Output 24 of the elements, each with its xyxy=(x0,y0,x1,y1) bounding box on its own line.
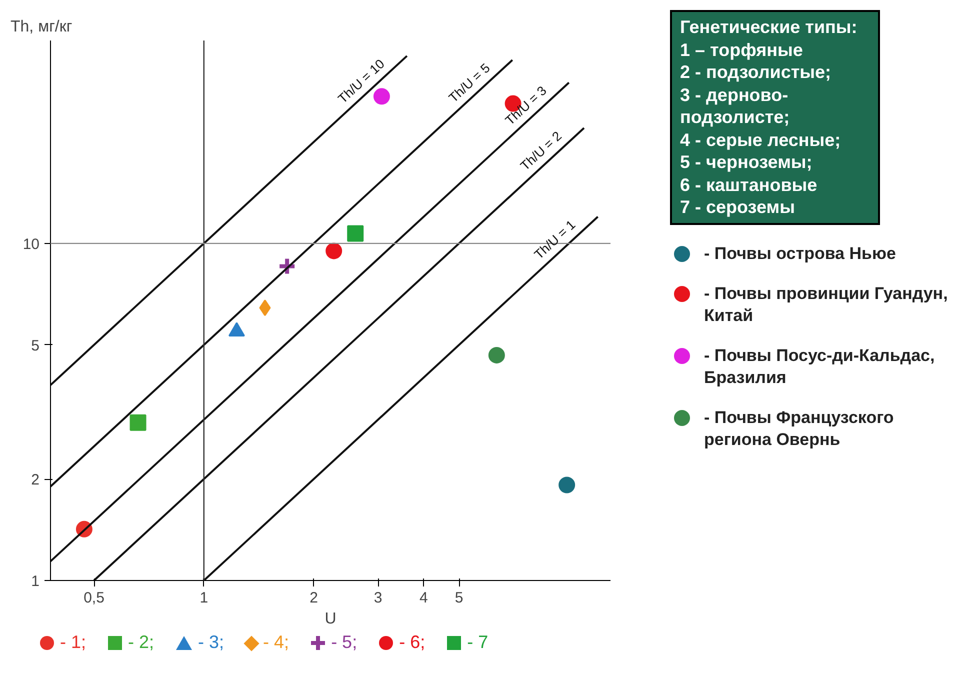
y-tick-label: 2 xyxy=(31,472,40,489)
x-tick-label: 4 xyxy=(419,590,428,606)
x-axis-title: U xyxy=(324,610,336,628)
legend-label: - Почвы Французского региона Овернь xyxy=(704,406,895,452)
x-tick-label: 1 xyxy=(200,590,208,606)
legend-label: - 1; xyxy=(60,632,86,652)
legend-label: - 4; xyxy=(263,632,290,652)
legend-label: - 6; xyxy=(399,632,426,652)
x-tick-label: 5 xyxy=(454,590,464,606)
y-tick-label: 10 xyxy=(22,236,40,253)
legend-label: - 7 xyxy=(467,632,488,652)
y-tick-label: 1 xyxy=(31,573,40,590)
x-tick-label: 0,5 xyxy=(84,590,104,606)
legend-label: - Почвы Посус-ди-Кальдас, Бразилия xyxy=(704,344,936,389)
legend-label: - 5; xyxy=(331,632,358,652)
text: Генетические типы: 1 – торфяные 2 - подзолистые; 3 - дерново- подзолисте; 4 - серые лесные; 5 - черноземы; 6 - каштановые 7 - сероземы xyxy=(680,17,858,217)
x-tick-label: 2 xyxy=(310,590,318,606)
legend-label: - Почвы острова Ньюе xyxy=(704,242,896,264)
x-tick-label: 3 xyxy=(374,590,382,606)
y-tick-label: 5 xyxy=(31,337,40,354)
legend-label: - Почвы провинции Гуандун, Китай xyxy=(704,282,949,327)
y-axis-title: Th, мг/кг xyxy=(10,18,72,36)
legend-label: - 2; xyxy=(128,632,154,652)
legend-label: - 3; xyxy=(198,632,224,652)
